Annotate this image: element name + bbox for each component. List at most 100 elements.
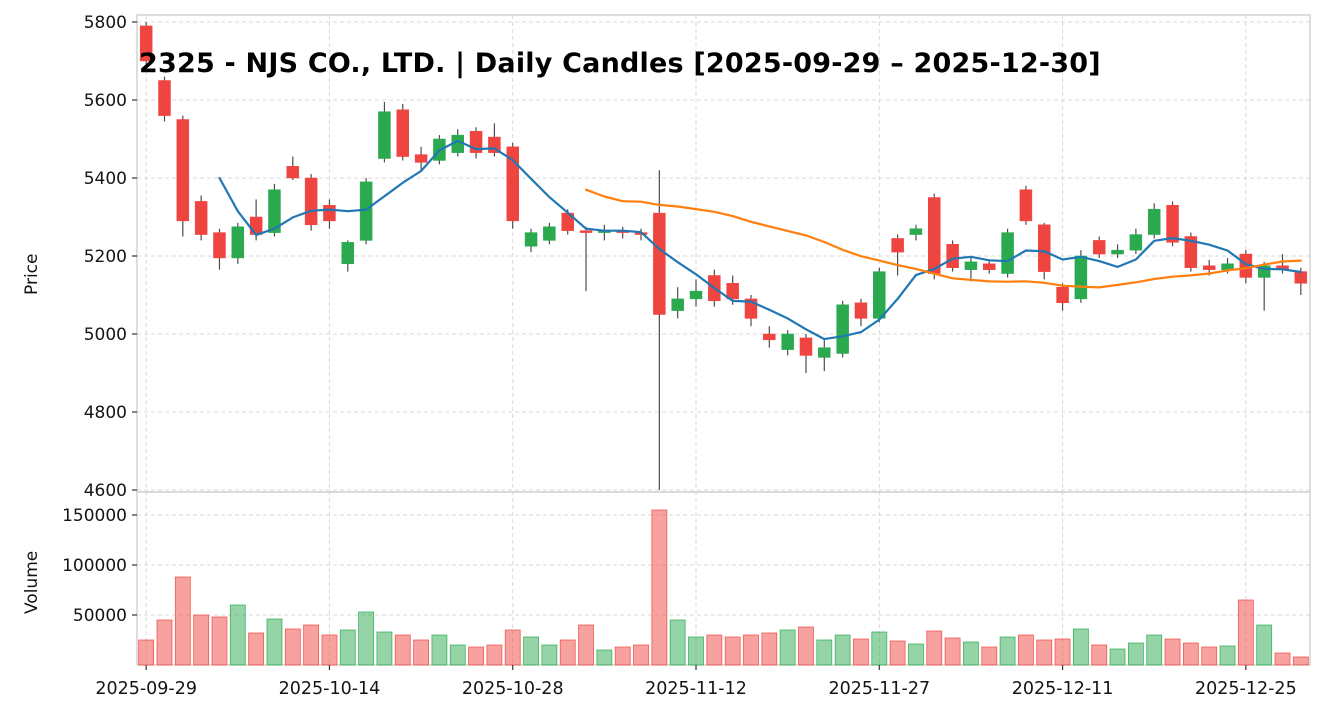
- candle-body-down: [946, 244, 959, 268]
- candle-body-up: [341, 242, 355, 265]
- volume-bar: [211, 616, 228, 666]
- volume-bar: [559, 639, 576, 666]
- volume-bar: [743, 634, 759, 666]
- candle-body-up: [873, 271, 886, 319]
- price-axis-label: Price: [22, 253, 42, 295]
- candle-body-down: [1294, 271, 1308, 284]
- price-tick-label: 5200: [84, 247, 127, 267]
- volume-bar: [504, 629, 521, 666]
- candle-body-up: [524, 232, 538, 247]
- volume-bar: [889, 640, 906, 666]
- volume-bar: [578, 624, 594, 666]
- candle-body-down: [158, 80, 171, 116]
- candle-body-down: [653, 212, 666, 315]
- volume-bar: [1219, 645, 1236, 666]
- volume-bar: [798, 626, 814, 666]
- candle-body-up: [671, 298, 684, 311]
- candle-body-down: [194, 201, 208, 235]
- candle-body-down: [799, 337, 813, 356]
- volume-bar: [1036, 639, 1053, 666]
- volume-bar: [1091, 644, 1108, 666]
- volume-bar: [1072, 628, 1089, 666]
- candle-body-up: [689, 290, 703, 300]
- date-tick-label: 2025-10-28: [462, 679, 564, 699]
- date-tick-label: 2025-12-11: [1012, 679, 1114, 699]
- candle-body-down: [286, 166, 300, 179]
- candle-body-down: [213, 232, 226, 259]
- volume-bar: [1274, 652, 1291, 666]
- price-tick-label: 5600: [84, 91, 127, 111]
- volume-bar: [376, 631, 393, 666]
- candle-body-down: [1166, 205, 1179, 243]
- volume-bar: [1292, 656, 1309, 666]
- candle-body-down: [1184, 236, 1198, 268]
- volume-bar: [871, 631, 888, 666]
- volume-bar: [926, 630, 943, 666]
- volume-tick-label: 50000: [73, 606, 127, 626]
- volume-bar: [174, 576, 191, 666]
- volume-bar: [1164, 638, 1181, 666]
- volume-bar: [486, 644, 503, 666]
- candle-body-down: [304, 177, 318, 226]
- volume-bar: [284, 628, 301, 666]
- candle-body-down: [1037, 224, 1051, 272]
- volume-bar: [761, 632, 778, 666]
- volume-bar: [229, 604, 246, 666]
- volume-bar: [248, 632, 265, 666]
- price-panel-frame: [136, 14, 1311, 493]
- candle-body-down: [726, 283, 739, 300]
- volume-bar: [156, 619, 173, 666]
- volume-axis-label: Volume: [22, 550, 42, 614]
- candle-body-up: [909, 228, 923, 235]
- volume-bar: [834, 634, 851, 666]
- volume-bar: [1146, 634, 1163, 666]
- volume-bar: [266, 618, 283, 666]
- candle-body-up: [359, 181, 373, 241]
- volume-bar: [981, 646, 998, 666]
- volume-bar: [138, 639, 155, 666]
- volume-bar: [999, 636, 1016, 666]
- candle-body-down: [1056, 286, 1069, 304]
- candle-body-up: [964, 261, 978, 270]
- volume-bar: [1109, 648, 1126, 666]
- volume-panel-frame: [136, 491, 1311, 666]
- volume-bar: [321, 634, 338, 666]
- ma25-line: [584, 188, 1302, 289]
- candle-body-up: [231, 226, 245, 259]
- candle-body-down: [891, 238, 904, 253]
- volume-bar: [651, 509, 668, 666]
- volume-bar: [724, 636, 741, 666]
- date-tick-label: 2025-11-12: [645, 679, 747, 699]
- price-tick-label: 5800: [84, 13, 127, 33]
- chart-title: 2325 - NJS CO., LTD. | Daily Candles [20…: [139, 48, 1101, 79]
- volume-bar: [1201, 646, 1218, 666]
- price-tick-label: 4600: [84, 481, 127, 501]
- volume-bar: [688, 636, 704, 666]
- candle-body-up: [378, 111, 391, 159]
- date-tick-label: 2025-12-25: [1195, 679, 1297, 699]
- volume-bar: [1127, 642, 1144, 666]
- candle-body-up: [836, 304, 849, 354]
- volume-bar: [1018, 634, 1034, 666]
- volume-bar: [633, 644, 649, 666]
- volume-bar: [669, 619, 686, 666]
- candle-body-up: [781, 333, 794, 350]
- volume-bar: [853, 638, 869, 666]
- candle-body-up: [1001, 232, 1014, 274]
- volume-bar: [1054, 638, 1071, 666]
- price-tick-label: 5000: [84, 325, 127, 345]
- candle-body-down: [506, 146, 519, 222]
- volume-bar: [944, 637, 961, 666]
- candle-body-up: [268, 189, 281, 233]
- volume-bar: [1256, 624, 1273, 666]
- volume-bar: [1182, 642, 1199, 666]
- candle-body-down: [928, 197, 941, 274]
- candle-body-down: [1019, 189, 1033, 222]
- volume-bar: [413, 639, 429, 666]
- price-tick-label: 5400: [84, 169, 127, 189]
- candle-body-down: [763, 333, 776, 341]
- volume-bar: [303, 624, 320, 666]
- volume-bar: [394, 634, 411, 666]
- candle-body-up: [1129, 234, 1143, 251]
